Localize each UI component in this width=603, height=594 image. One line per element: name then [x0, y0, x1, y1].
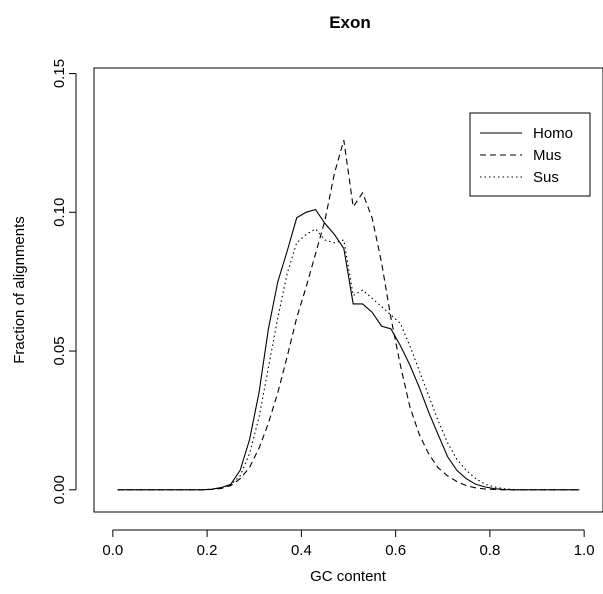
- x-tick-label: 0.8: [479, 542, 500, 559]
- x-axis: 0.0 0.2 0.4 0.6 0.8 1.0: [102, 529, 595, 559]
- legend-label-homo: Homo: [533, 125, 573, 142]
- y-tick-label: 0.00: [51, 475, 68, 504]
- x-tick-label: 0.2: [197, 542, 218, 559]
- x-tick-label: 0.0: [102, 542, 123, 559]
- y-tick-label: 0.15: [51, 59, 68, 88]
- chart-title: Exon: [329, 13, 371, 32]
- y-axis-label: Fraction of alignments: [11, 216, 28, 364]
- legend-label-sus: Sus: [533, 169, 559, 186]
- series-line-mus: [117, 139, 580, 491]
- x-axis-label: GC content: [310, 568, 387, 585]
- series-line-homo: [117, 208, 580, 491]
- y-axis: 0.00 0.05 0.10 0.15: [51, 59, 77, 504]
- y-tick-label: 0.10: [51, 198, 68, 227]
- x-tick-label: 1.0: [574, 542, 595, 559]
- x-tick-label: 0.4: [291, 542, 312, 559]
- y-tick-label: 0.05: [51, 336, 68, 365]
- series-line-sus: [117, 228, 580, 491]
- series-layer: [117, 139, 580, 491]
- legend: Homo Mus Sus: [469, 112, 591, 197]
- legend-label-mus: Mus: [533, 147, 561, 164]
- plot-frame: [93, 67, 603, 513]
- x-tick-label: 0.6: [385, 542, 406, 559]
